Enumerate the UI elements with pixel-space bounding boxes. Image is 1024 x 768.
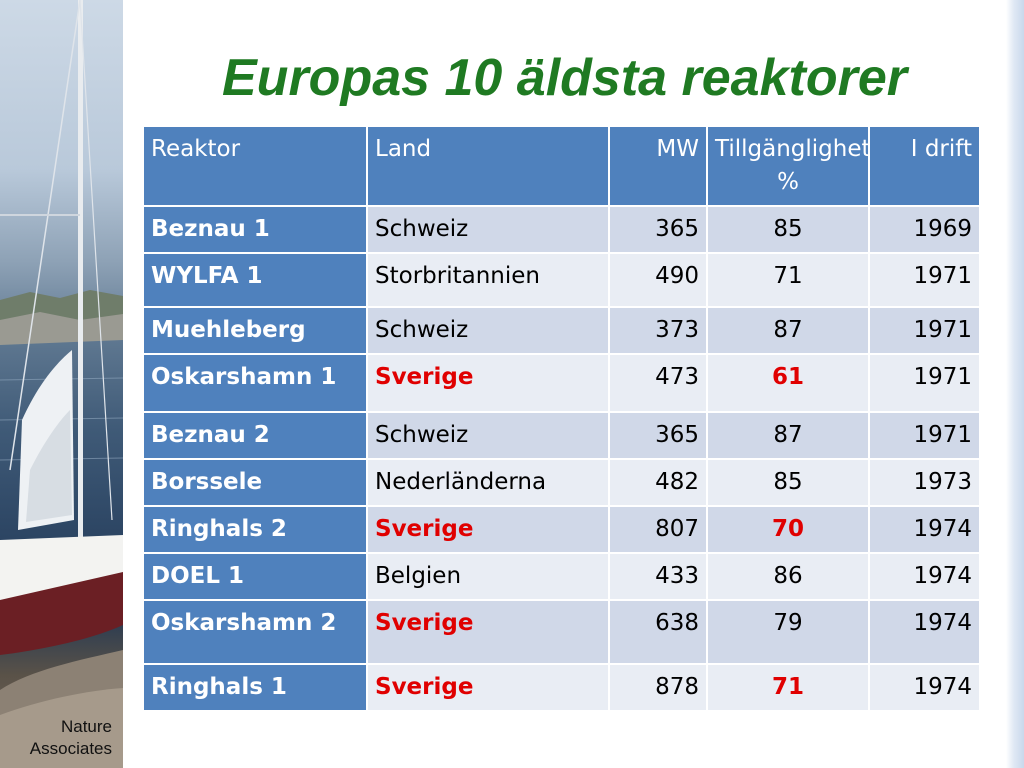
cell-i-drift: 1969 xyxy=(868,205,981,254)
cell-tillganglighet: 71 xyxy=(706,663,870,712)
cell-i-drift: 1974 xyxy=(868,663,981,712)
sailboat-photo xyxy=(0,0,123,768)
cell-tillganglighet: 79 xyxy=(706,599,870,665)
table-row: Beznau 2 Schweiz 365 87 1971 xyxy=(142,411,981,460)
cell-tillganglighet: 61 xyxy=(706,353,870,413)
table-row: Oskarshamn 2 Sverige 638 79 1974 xyxy=(142,599,981,665)
cell-i-drift: 1973 xyxy=(868,458,981,507)
header-reaktor: Reaktor xyxy=(142,125,368,207)
cell-reaktor: Oskarshamn 2 xyxy=(142,599,368,665)
cell-mw: 638 xyxy=(608,599,708,665)
reactor-table: Reaktor Land MW Tillgänglighet % I drift… xyxy=(142,125,981,712)
cell-land: Storbritannien xyxy=(366,252,610,308)
table-row: Beznau 1 Schweiz 365 85 1969 xyxy=(142,205,981,254)
cell-i-drift: 1974 xyxy=(868,505,981,554)
header-tillganglighet: Tillgänglighet % xyxy=(706,125,871,207)
table-row: Borssele Nederländerna 482 85 1973 xyxy=(142,458,981,507)
cell-land: Sverige xyxy=(366,599,610,665)
cell-land: Sverige xyxy=(366,663,610,712)
sailboat-illustration xyxy=(0,0,123,768)
cell-i-drift: 1971 xyxy=(868,353,981,413)
cell-tillganglighet: 85 xyxy=(706,458,870,507)
cell-mw: 433 xyxy=(608,552,708,601)
cell-i-drift: 1974 xyxy=(868,599,981,665)
cell-land: Sverige xyxy=(366,353,610,413)
cell-mw: 365 xyxy=(608,205,708,254)
cell-i-drift: 1974 xyxy=(868,552,981,601)
cell-mw: 807 xyxy=(608,505,708,554)
table-row: Muehleberg Schweiz 373 87 1971 xyxy=(142,306,981,355)
cell-reaktor: DOEL 1 xyxy=(142,552,368,601)
cell-mw: 473 xyxy=(608,353,708,413)
cell-mw: 878 xyxy=(608,663,708,712)
cell-tillganglighet: 71 xyxy=(706,252,870,308)
cell-reaktor: WYLFA 1 xyxy=(142,252,368,308)
cell-reaktor: Muehleberg xyxy=(142,306,368,355)
cell-i-drift: 1971 xyxy=(868,252,981,308)
cell-mw: 373 xyxy=(608,306,708,355)
cell-land: Schweiz xyxy=(366,205,610,254)
header-mw: MW xyxy=(608,125,708,207)
logo-line-1: Nature xyxy=(60,717,112,736)
cell-land: Sverige xyxy=(366,505,610,554)
table-row: DOEL 1 Belgien 433 86 1974 xyxy=(142,552,981,601)
cell-tillganglighet: 86 xyxy=(706,552,870,601)
cell-mw: 490 xyxy=(608,252,708,308)
cell-land: Nederländerna xyxy=(366,458,610,507)
cell-tillganglighet: 87 xyxy=(706,411,870,460)
decorative-right-band xyxy=(1006,0,1024,768)
cell-land: Belgien xyxy=(366,552,610,601)
cell-reaktor: Beznau 2 xyxy=(142,411,368,460)
cell-tillganglighet: 87 xyxy=(706,306,870,355)
cell-mw: 365 xyxy=(608,411,708,460)
cell-tillganglighet: 70 xyxy=(706,505,870,554)
cell-land: Schweiz xyxy=(366,411,610,460)
table-row: WYLFA 1 Storbritannien 490 71 1971 xyxy=(142,252,981,308)
cell-reaktor: Borssele xyxy=(142,458,368,507)
logo-line-2: Associates xyxy=(29,739,112,758)
table-row: Ringhals 1 Sverige 878 71 1974 xyxy=(142,663,981,712)
cell-land: Schweiz xyxy=(366,306,610,355)
table-header-row: Reaktor Land MW Tillgänglighet % I drift xyxy=(142,125,981,207)
cell-tillganglighet: 85 xyxy=(706,205,870,254)
slide-title: Europas 10 äldsta reaktorer xyxy=(222,49,907,107)
cell-mw: 482 xyxy=(608,458,708,507)
header-i-drift: I drift xyxy=(868,125,981,207)
cell-reaktor: Oskarshamn 1 xyxy=(142,353,368,413)
cell-reaktor: Ringhals 2 xyxy=(142,505,368,554)
cell-reaktor: Ringhals 1 xyxy=(142,663,368,712)
header-land: Land xyxy=(366,125,610,207)
cell-reaktor: Beznau 1 xyxy=(142,205,368,254)
table-row: Oskarshamn 1 Sverige 473 61 1971 xyxy=(142,353,981,413)
table-row: Ringhals 2 Sverige 807 70 1974 xyxy=(142,505,981,554)
cell-i-drift: 1971 xyxy=(868,411,981,460)
cell-i-drift: 1971 xyxy=(868,306,981,355)
nature-associates-logo: Nature Associates xyxy=(6,716,112,760)
